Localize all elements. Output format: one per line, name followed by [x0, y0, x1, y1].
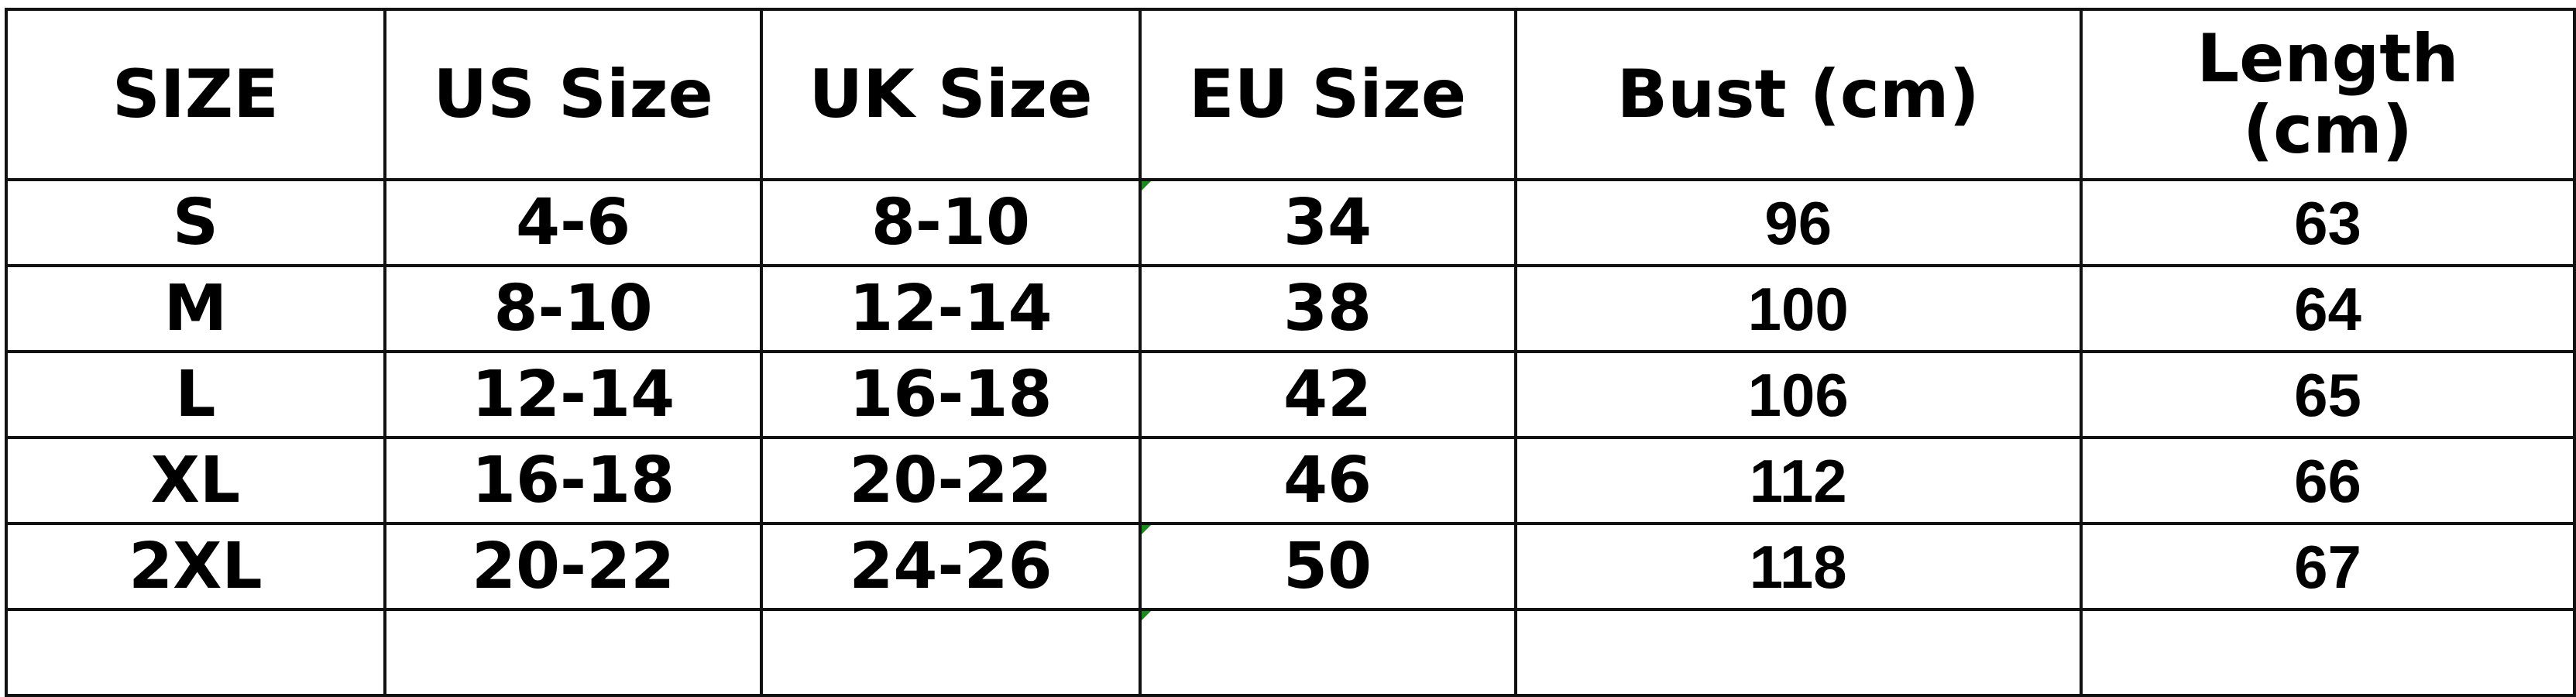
cell-uk: 16-18: [760, 350, 1142, 439]
table-row: S 4-6 8-10 34 96 63: [5, 178, 2576, 267]
cell-size: L: [5, 350, 386, 439]
cell-bust: 118: [1513, 522, 2083, 611]
cell-length: 67: [2079, 522, 2576, 611]
header-row: SIZE US Size UK Size EU Size Bust (cm) L…: [5, 8, 2576, 181]
header-length: Length (cm): [2079, 8, 2576, 181]
cell-size: M: [5, 264, 386, 353]
cell-size: XL: [5, 436, 386, 525]
cell-size: S: [5, 178, 386, 267]
cell-uk: 8-10: [760, 178, 1142, 267]
cell-eu: 46: [1138, 436, 1517, 525]
header-us-size: US Size: [383, 8, 764, 181]
cell-uk: 12-14: [760, 264, 1142, 353]
table-row: XL 16-18 20-22 46 112 66: [5, 436, 2576, 525]
cell-us: 8-10: [383, 264, 764, 353]
header-uk-size: UK Size: [760, 8, 1142, 181]
header-size: SIZE: [5, 8, 386, 181]
cell-eu-value: 34: [1283, 185, 1372, 259]
header-bust: Bust (cm): [1513, 8, 2083, 181]
cell-bust: 96: [1513, 178, 2083, 267]
cell-bust: 100: [1513, 264, 2083, 353]
comment-marker-icon: [1141, 611, 1151, 620]
header-eu-size: EU Size: [1138, 8, 1517, 181]
cell-us: 16-18: [383, 436, 764, 525]
table-row: L 12-14 16-18 42 106 65: [5, 350, 2576, 439]
table-row: 2XL 20-22 24-26 50 118 67: [5, 522, 2576, 611]
cell-eu: 50: [1138, 522, 1517, 611]
cell-us: 20-22: [383, 522, 764, 611]
comment-marker-icon: [1141, 525, 1151, 534]
cell-eu: 42: [1138, 350, 1517, 439]
cell-empty: [383, 608, 764, 697]
cell-us: 4-6: [383, 178, 764, 267]
cell-eu-value: 50: [1283, 529, 1372, 603]
cell-length: 65: [2079, 350, 2576, 439]
cell-empty: [2079, 608, 2576, 697]
cell-empty: [760, 608, 1142, 697]
cell-bust: 106: [1513, 350, 2083, 439]
cell-empty: [1513, 608, 2083, 697]
table-row: M 8-10 12-14 38 100 64: [5, 264, 2576, 353]
cell-uk: 20-22: [760, 436, 1142, 525]
cell-us: 12-14: [383, 350, 764, 439]
cell-length: 66: [2079, 436, 2576, 525]
cell-empty: [1138, 608, 1517, 697]
cell-empty: [5, 608, 386, 697]
cell-eu: 34: [1138, 178, 1517, 267]
table-row-partial: [5, 608, 2576, 697]
size-chart-table: SIZE US Size UK Size EU Size Bust (cm) L…: [5, 8, 2576, 697]
cell-size: 2XL: [5, 522, 386, 611]
comment-marker-icon: [1141, 181, 1151, 191]
cell-uk: 24-26: [760, 522, 1142, 611]
cell-length: 64: [2079, 264, 2576, 353]
cell-bust: 112: [1513, 436, 2083, 525]
cell-eu: 38: [1138, 264, 1517, 353]
cell-length: 63: [2079, 178, 2576, 267]
